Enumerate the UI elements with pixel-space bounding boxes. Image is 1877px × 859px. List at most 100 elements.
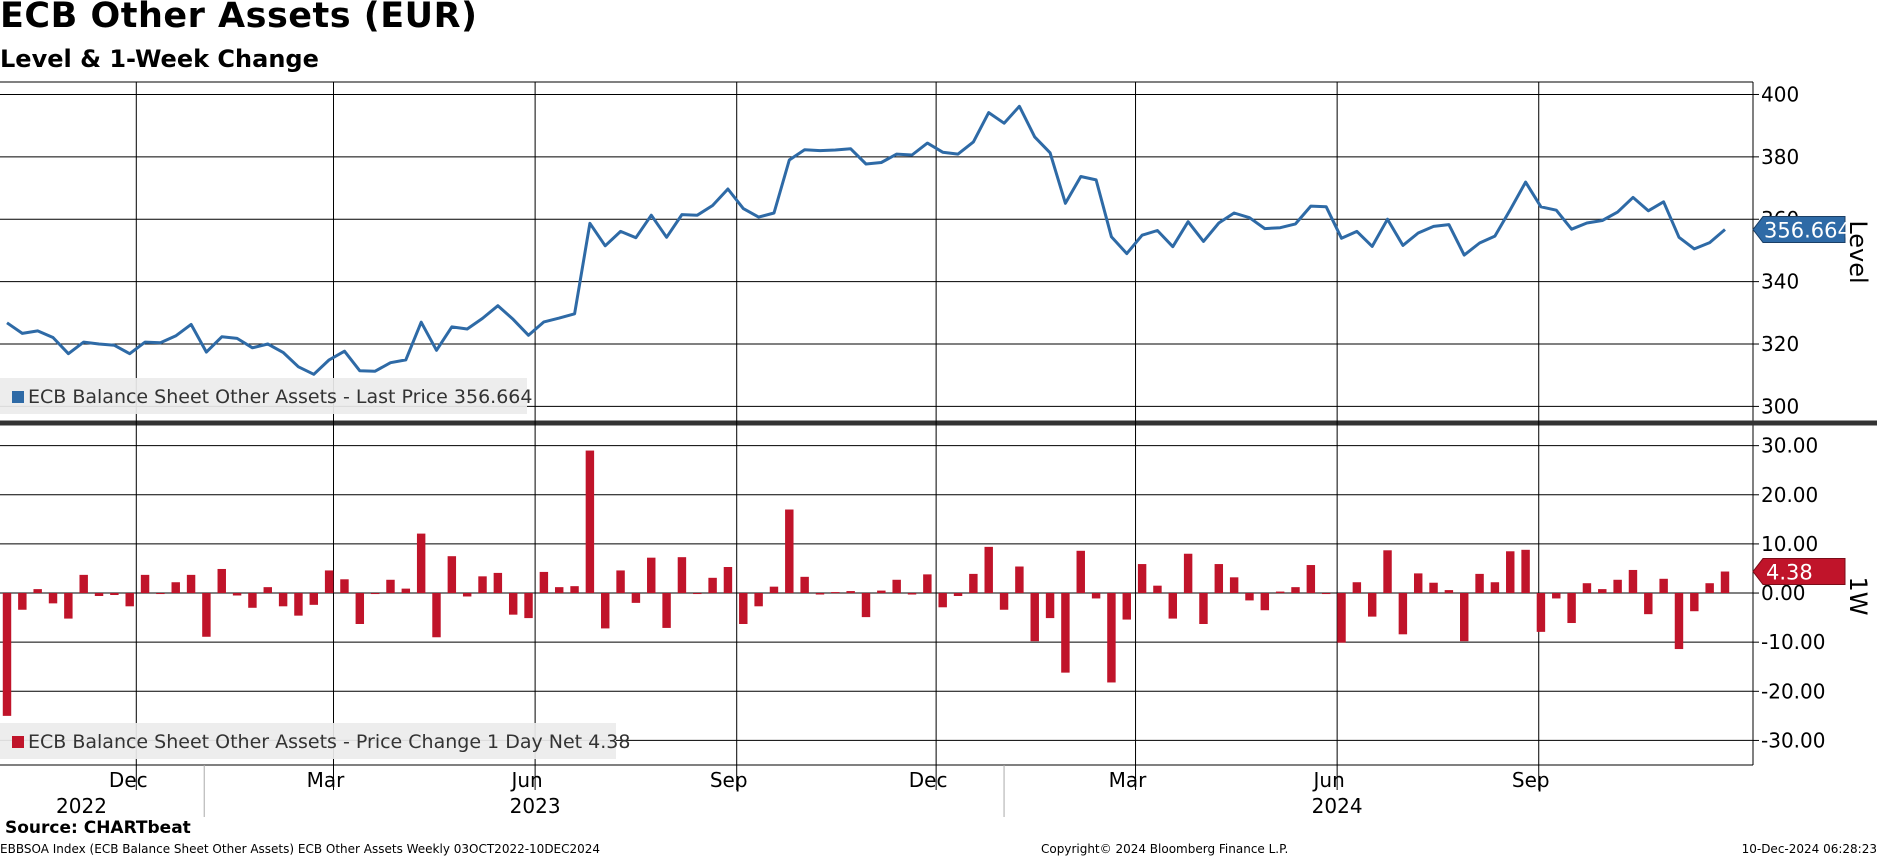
change-bar bbox=[969, 573, 978, 594]
change-tick-label: -30.00 bbox=[1761, 728, 1825, 752]
change-bar bbox=[1061, 593, 1070, 673]
change-bar bbox=[1613, 579, 1622, 594]
change-bar bbox=[18, 593, 27, 610]
change-bar bbox=[1429, 582, 1438, 594]
change-tick-label: 30.00 bbox=[1761, 434, 1818, 458]
chart-subtitle: Level & 1-Week Change bbox=[0, 45, 319, 73]
month-tick-label: Dec bbox=[909, 768, 948, 792]
change-bar bbox=[1567, 593, 1576, 624]
change-bar bbox=[462, 593, 472, 597]
change-tick-label: 10.00 bbox=[1761, 532, 1818, 556]
change-bar bbox=[877, 590, 886, 594]
change-legend-swatch bbox=[12, 736, 24, 748]
change-bar bbox=[1690, 593, 1699, 612]
level-tick-label: 320 bbox=[1761, 332, 1799, 356]
change-bar bbox=[984, 546, 993, 594]
change-tick-label: -20.00 bbox=[1761, 679, 1825, 703]
change-bar bbox=[1107, 593, 1116, 683]
change-bar bbox=[79, 574, 88, 594]
change-bar bbox=[1229, 577, 1239, 594]
change-bar bbox=[478, 576, 487, 594]
level-tick-label: 340 bbox=[1761, 270, 1799, 294]
change-bar bbox=[739, 593, 748, 624]
change-bar bbox=[186, 574, 196, 594]
change-bar bbox=[662, 593, 671, 628]
change-bar bbox=[140, 574, 150, 594]
level-last-tag bbox=[1752, 216, 1846, 244]
change-bar bbox=[110, 593, 119, 596]
level-panel bbox=[6, 104, 1726, 376]
change-bar bbox=[1490, 582, 1500, 594]
change-bar bbox=[1720, 571, 1730, 594]
change-bar bbox=[2, 593, 12, 716]
change-bar bbox=[309, 593, 319, 605]
change-bar bbox=[278, 593, 288, 607]
level-legend-swatch bbox=[12, 391, 24, 403]
change-bar bbox=[1705, 583, 1714, 594]
change-bar bbox=[1659, 578, 1668, 594]
change-bar bbox=[1275, 591, 1285, 594]
change-bar bbox=[48, 593, 58, 604]
change-bar bbox=[1644, 593, 1653, 615]
level-legend-box bbox=[0, 378, 527, 414]
axis-layer: 30032034036038040030.0020.0010.000.00-10… bbox=[56, 82, 1872, 818]
change-bar bbox=[355, 593, 365, 624]
month-tick-label: Mar bbox=[307, 768, 346, 792]
change-bar bbox=[125, 593, 134, 607]
change-bar bbox=[1015, 566, 1024, 594]
change-bar bbox=[1306, 565, 1316, 594]
grid-layer bbox=[0, 81, 1877, 766]
change-bar bbox=[1337, 593, 1346, 643]
month-tick-label: Dec bbox=[109, 768, 148, 792]
level-tick-label: 400 bbox=[1761, 82, 1799, 106]
change-bar bbox=[693, 593, 702, 595]
change-bar bbox=[156, 593, 165, 595]
change-bar bbox=[1383, 550, 1392, 594]
level-axis-label: Level bbox=[1844, 220, 1872, 283]
change-bar bbox=[386, 579, 395, 594]
change-bar bbox=[647, 557, 656, 594]
change-bar bbox=[892, 579, 901, 594]
change-bar bbox=[953, 593, 963, 596]
change-bar bbox=[616, 570, 625, 594]
level-series-line bbox=[6, 104, 1726, 376]
change-bar bbox=[601, 593, 610, 629]
change-bar bbox=[539, 571, 549, 594]
change-bar bbox=[432, 593, 441, 638]
change-bar bbox=[401, 588, 411, 594]
level-tick-label: 380 bbox=[1761, 145, 1799, 169]
change-bar bbox=[631, 593, 641, 603]
change-bar bbox=[923, 574, 932, 594]
change-last-tag bbox=[1752, 558, 1846, 586]
change-bar bbox=[907, 593, 917, 595]
level-legend-text: ECB Balance Sheet Other Assets - Last Pr… bbox=[28, 386, 532, 408]
year-label: 2022 bbox=[56, 794, 107, 818]
change-bar bbox=[1674, 593, 1684, 650]
change-bar bbox=[1598, 589, 1607, 594]
change-bar bbox=[33, 589, 42, 594]
change-bar bbox=[1582, 583, 1592, 594]
change-legend-box bbox=[0, 723, 616, 759]
change-bar bbox=[524, 593, 533, 619]
change-bar bbox=[324, 570, 334, 594]
change-bar bbox=[1628, 569, 1638, 594]
change-bar bbox=[508, 593, 518, 615]
level-tick-label: 300 bbox=[1761, 394, 1799, 418]
change-bar bbox=[493, 572, 503, 594]
change-bar bbox=[1475, 573, 1484, 594]
footer-copyright: Copyright© 2024 Bloomberg Finance L.P. bbox=[1041, 842, 1289, 856]
change-legend-text: ECB Balance Sheet Other Assets - Price C… bbox=[28, 731, 630, 753]
change-bar bbox=[1137, 564, 1147, 594]
change-bar bbox=[1521, 549, 1530, 594]
change-bar bbox=[846, 591, 855, 594]
change-bar bbox=[370, 593, 380, 595]
change-bar bbox=[1413, 573, 1423, 594]
change-bar bbox=[815, 593, 825, 595]
change-bar bbox=[232, 593, 242, 596]
change-bar bbox=[938, 593, 947, 608]
change-bar bbox=[263, 587, 272, 594]
month-tick-label: Jun bbox=[509, 768, 542, 792]
change-bar bbox=[570, 586, 579, 594]
change-bar bbox=[1321, 593, 1331, 595]
change-bar bbox=[785, 509, 794, 594]
